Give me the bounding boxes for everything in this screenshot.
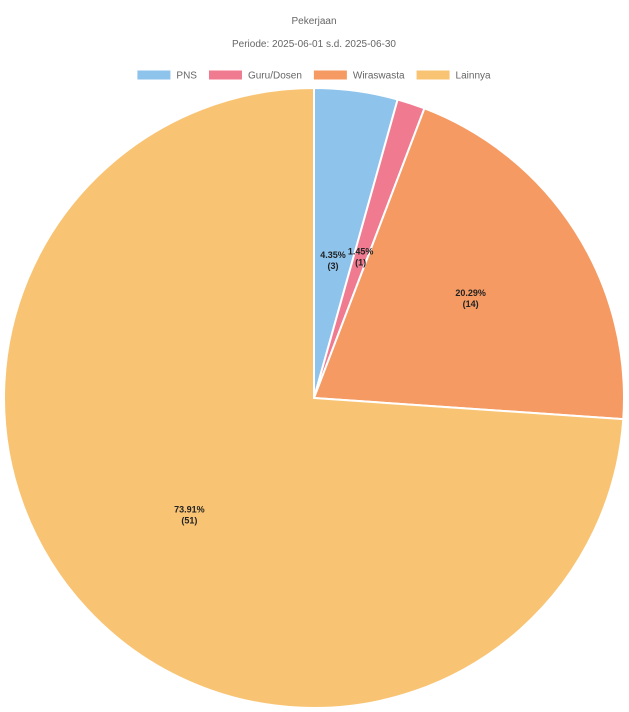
pie-slice-wiraswasta[interactable] <box>312 107 625 421</box>
legend-label: PNS <box>176 71 197 82</box>
legend-label: Lainnya <box>456 71 491 82</box>
slice-label-wiraswasta: 20.29% (14) <box>455 288 486 309</box>
legend-item-lainnya[interactable]: Lainnya <box>416 70 491 82</box>
slice-labels: 4.35% (3)1.45% (1) 20.29% (14) 73.91% (51) <box>174 247 486 526</box>
legend-label: Wiraswasta <box>353 71 405 82</box>
slice-label-guru-dosen: 1.45% (1) <box>348 247 374 268</box>
chart-title: Pekerjaan <box>291 16 336 27</box>
legend-swatch <box>416 70 450 80</box>
chart-legend: PNS Guru/Dosen Wiraswasta Lainnya <box>137 70 491 82</box>
legend-label: Guru/Dosen <box>248 71 302 82</box>
legend-item-guru-dosen[interactable]: Guru/Dosen <box>208 70 302 82</box>
slice-label-lainnya: 73.91% (51) <box>174 504 205 525</box>
legend-swatch <box>208 70 242 80</box>
legend-item-wiraswasta[interactable]: Wiraswasta <box>313 70 405 82</box>
slice-label-pns: 4.35% (3) <box>320 250 346 271</box>
legend-swatch <box>137 70 171 80</box>
legend-swatch <box>313 70 347 80</box>
chart-subtitle: Periode: 2025-06-01 s.d. 2025-06-30 <box>232 39 396 50</box>
legend-item-pns[interactable]: PNS <box>137 70 197 82</box>
pie-slices <box>3 86 625 709</box>
pie-slice-lainnya[interactable] <box>3 86 625 709</box>
